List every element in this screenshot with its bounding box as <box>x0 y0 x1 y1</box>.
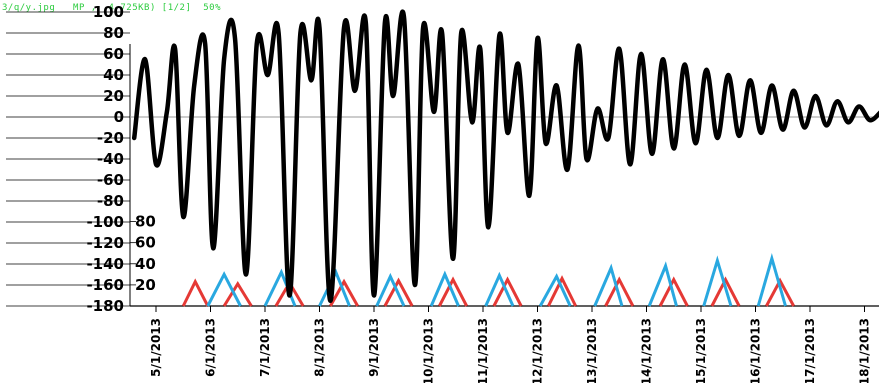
x-tick-label: 8/1/2013 <box>313 318 327 377</box>
red-series-peak <box>547 275 577 307</box>
secondary-y-tick-label: 40 <box>135 255 156 273</box>
x-tick-label: 9/1/2013 <box>367 318 381 377</box>
main-series-line <box>131 9 879 304</box>
y-tick-label: -140 <box>86 255 124 273</box>
y-tick-label: -180 <box>86 297 124 315</box>
blue-series-peak <box>429 270 460 307</box>
y-tick-label: -60 <box>97 171 124 189</box>
x-tick-label: 15/1/2013 <box>694 318 708 383</box>
blue-series-peak <box>702 255 733 307</box>
red-series-peak <box>710 276 741 307</box>
y-tick-label: 100 <box>93 3 124 21</box>
y-tick-label: 80 <box>103 24 124 42</box>
red-series-peak <box>492 276 523 307</box>
y-tick-label: 40 <box>103 66 124 84</box>
secondary-y-tick-label: 60 <box>135 234 156 252</box>
plot-area <box>131 9 879 307</box>
blue-series-peak <box>593 263 624 307</box>
x-axis: 5/1/2013 6/1/2013 7/1/2013 8/1/2013 9/1/2013… <box>130 305 879 383</box>
secondary-y-tick-label: 80 <box>135 213 156 231</box>
red-series-peak <box>222 280 253 307</box>
secondary-y-tick-label: 20 <box>135 276 156 294</box>
blue-series-peak <box>538 273 572 307</box>
red-series-peak <box>604 276 635 307</box>
red-series-peak <box>658 276 689 307</box>
red-series-peak <box>383 277 414 307</box>
red-series-peak <box>181 278 210 307</box>
red-series-peak <box>329 278 359 307</box>
y-tick-label: -40 <box>97 150 124 168</box>
viewer-status-text: 3/q/y.jpg MP , 4 725KB) [1/2] 50% <box>2 3 221 13</box>
main-y-axis: 100 80 60 40 20 0 -20 -40 -60 -80 -100 -120 -140 -160… <box>6 3 879 315</box>
x-tick-label: 18/1/2013 <box>858 318 872 383</box>
blue-series-peak <box>647 261 678 307</box>
x-tick-label: 6/1/2013 <box>204 318 218 377</box>
blue-series-peak <box>206 271 242 307</box>
blue-series-peak <box>318 268 351 307</box>
y-tick-label: -160 <box>86 276 124 294</box>
x-tick-label: 7/1/2013 <box>258 318 272 377</box>
x-tick-label: 17/1/2013 <box>803 318 817 383</box>
y-tick-label: -100 <box>86 213 124 231</box>
blue-series-peak <box>484 271 515 307</box>
red-series-peak <box>438 276 468 307</box>
red-series-peak <box>765 277 795 307</box>
secondary-y-axis: 80 60 40 20 <box>130 213 156 294</box>
x-tick-label: 13/1/2013 <box>585 318 599 383</box>
blue-series-peak <box>375 272 406 307</box>
y-tick-label: -20 <box>97 129 124 147</box>
x-tick-label: 16/1/2013 <box>749 318 763 383</box>
y-tick-label: -120 <box>86 234 124 252</box>
x-tick-label: 11/1/2013 <box>476 318 490 383</box>
x-tick-label: 12/1/2013 <box>531 318 545 383</box>
x-tick-label: 14/1/2013 <box>640 318 654 383</box>
y-tick-label: -80 <box>97 192 124 210</box>
y-tick-label: 20 <box>103 87 124 105</box>
y-tick-label: 60 <box>103 45 124 63</box>
x-tick-label: 10/1/2013 <box>422 318 436 383</box>
blue-series-peak <box>756 253 787 307</box>
y-tick-label: 0 <box>114 108 124 126</box>
x-tick-label: 5/1/2013 <box>149 318 163 377</box>
